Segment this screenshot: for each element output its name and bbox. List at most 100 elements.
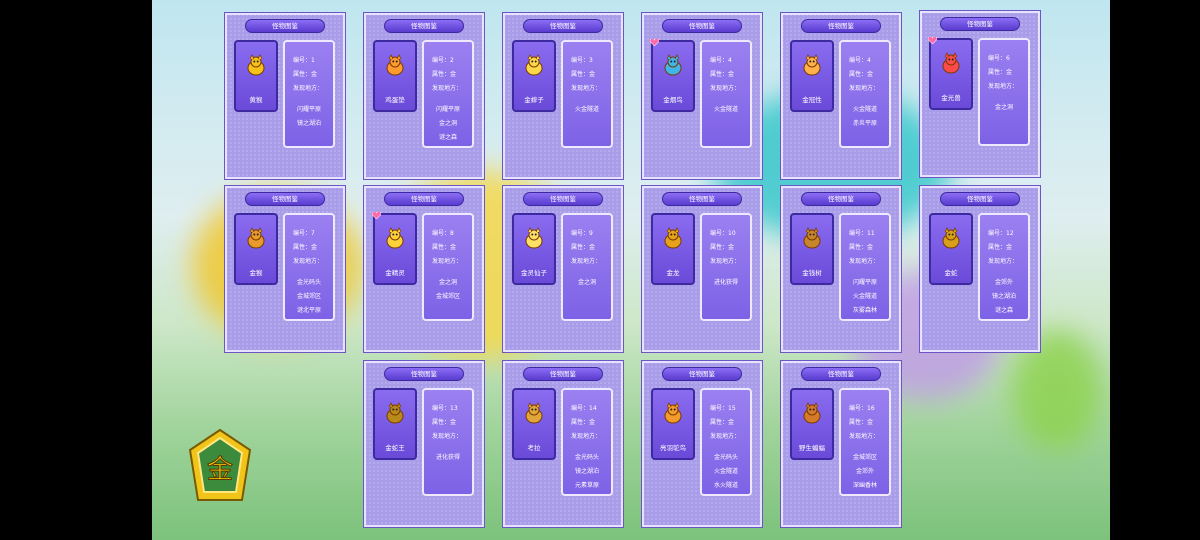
monster-name: 金蛇 bbox=[944, 269, 958, 277]
sprite-gold-fairy-icon bbox=[386, 227, 404, 249]
location-entry: 谜之森 bbox=[994, 307, 1013, 314]
card-header: 怪物图鉴 bbox=[245, 19, 325, 33]
monster-card[interactable]: 怪物图鉴 金冠性 编号：4 属性：金 发现地方： 火金隧道 赤炎平原 bbox=[780, 12, 902, 180]
number-label: 编号： bbox=[432, 57, 451, 64]
monster-card[interactable]: 怪物图鉴 鸡蛋垫 编号：2 属性：金 发现地方： 闪耀平原 金之洞 谜之森 bbox=[363, 12, 485, 180]
attribute-row: 属性：金 bbox=[988, 242, 1012, 251]
card-header: 怪物图鉴 bbox=[940, 192, 1020, 206]
location-label: 发现地方： bbox=[849, 85, 880, 92]
location-label: 发现地方： bbox=[432, 433, 463, 440]
monster-portrait[interactable]: 金烟鸟 bbox=[650, 39, 695, 112]
number-row: 编号：2 bbox=[432, 55, 454, 64]
monster-portrait[interactable]: 金蟀子 bbox=[512, 40, 556, 112]
card-header: 怪物图鉴 bbox=[384, 367, 464, 381]
monster-name: 金灵仙子 bbox=[521, 269, 547, 277]
monster-portrait[interactable]: 金钱树 bbox=[790, 213, 834, 285]
gold-element-badge[interactable]: 金 bbox=[186, 428, 254, 508]
number-row: 编号：14 bbox=[571, 403, 597, 412]
monster-portrait[interactable]: 野生蝙蝠 bbox=[790, 388, 834, 460]
location-label: 发现地方： bbox=[571, 85, 602, 92]
attribute-label: 属性： bbox=[710, 419, 729, 426]
number-label: 编号： bbox=[571, 230, 590, 237]
attribute-row: 属性：金 bbox=[293, 69, 317, 78]
monster-card[interactable]: 怪物图鉴 金灵仙子 编号：9 属性：金 发现地方： 金之洞 bbox=[502, 185, 624, 353]
monster-portrait[interactable]: 金冠性 bbox=[790, 40, 834, 112]
sprite-gold-spirit-fairy-icon bbox=[525, 227, 543, 249]
attribute-label: 属性： bbox=[432, 419, 451, 426]
monster-card[interactable]: 怪物图鉴 金烟鸟 编号：4 属性：金 发现地方： 火金隧道 bbox=[641, 12, 763, 180]
monster-card[interactable]: 怪物图鉴 亮羽鸵鸟 编号：15 属性：金 发现地方： 金光码头 火金隧道 水火隧道 bbox=[641, 360, 763, 528]
card-header: 怪物图鉴 bbox=[384, 192, 464, 206]
monster-card[interactable]: 怪物图鉴 金龙 编号：10 属性：金 发现地方： 进化获得 bbox=[641, 185, 763, 353]
attribute-row: 属性：金 bbox=[710, 242, 734, 251]
monster-card[interactable]: 怪物图鉴 金精灵 编号：8 属性：金 发现地方： 金之洞 金城郊区 bbox=[363, 185, 485, 353]
location-entry: 水火隧道 bbox=[713, 482, 738, 489]
attribute-label: 属性： bbox=[710, 71, 729, 78]
monster-card[interactable]: 怪物图鉴 金蛇王 编号：13 属性：金 发现地方： 进化获得 bbox=[363, 360, 485, 528]
monster-portrait[interactable]: 金蛇 bbox=[929, 213, 973, 285]
location-label: 发现地方： bbox=[571, 433, 602, 440]
monster-card[interactable]: 怪物图鉴 金蟀子 编号：3 属性：金 发现地方： 火金隧道 bbox=[502, 12, 624, 180]
monster-card[interactable]: 怪物图鉴 考拉 编号：14 属性：金 发现地方： 金光码头 镜之湖泊 元素草原 bbox=[502, 360, 624, 528]
number-row: 编号：1 bbox=[293, 55, 315, 64]
number-row: 编号：16 bbox=[849, 403, 875, 412]
location-entry: 火金隧道 bbox=[852, 106, 877, 113]
card-header: 怪物图鉴 bbox=[245, 192, 325, 206]
attribute-label: 属性： bbox=[988, 244, 1007, 251]
number-label: 编号： bbox=[710, 405, 729, 412]
number-row: 编号：3 bbox=[571, 55, 593, 64]
monster-card[interactable]: 怪物图鉴 金光兽 编号：6 属性：金 发现地方： 金之洞 bbox=[919, 10, 1041, 178]
monster-portrait[interactable]: 考拉 bbox=[512, 388, 556, 460]
sprite-gold-crown-icon bbox=[803, 54, 821, 76]
number-row: 编号：13 bbox=[432, 403, 458, 412]
monster-portrait[interactable]: 金精灵 bbox=[372, 212, 417, 285]
sprite-wild-bat-icon bbox=[803, 402, 821, 424]
number-value: 14 bbox=[589, 405, 597, 412]
location-entry: 进化获得 bbox=[713, 279, 738, 286]
location-entry: 赤炎平原 bbox=[852, 120, 877, 127]
attribute-value: 金 bbox=[450, 71, 457, 78]
monster-portrait[interactable]: 黄猴 bbox=[234, 40, 278, 112]
location-entry: 火金隧道 bbox=[574, 106, 599, 113]
attribute-label: 属性： bbox=[988, 69, 1007, 76]
monster-card[interactable]: 怪物图鉴 野生蝙蝠 编号：16 属性：金 发现地方： 金城郊区 金郊外 深幽香林 bbox=[780, 360, 902, 528]
monster-info-panel: 编号：9 属性：金 发现地方： 金之洞 bbox=[561, 213, 613, 321]
monster-portrait[interactable]: 亮羽鸵鸟 bbox=[651, 388, 695, 460]
monster-info-panel: 编号：11 属性：金 发现地方： 闪耀平原 火金隧道 灰雾森林 bbox=[839, 213, 891, 321]
monster-name: 考拉 bbox=[527, 444, 541, 452]
attribute-value: 金 bbox=[450, 419, 457, 426]
monster-portrait[interactable]: 金光兽 bbox=[928, 37, 973, 110]
attribute-row: 属性：金 bbox=[571, 69, 595, 78]
monster-card[interactable]: 怪物图鉴 金猴 编号：7 属性：金 发现地方： 金光码头 金城郊区 谜北平原 bbox=[224, 185, 346, 353]
attribute-label: 属性： bbox=[293, 244, 312, 251]
attribute-value: 金 bbox=[450, 244, 457, 251]
monster-portrait[interactable]: 金蛇王 bbox=[373, 388, 417, 460]
sprite-koala-icon bbox=[525, 402, 543, 424]
number-row: 编号：6 bbox=[988, 53, 1010, 62]
location-label: 发现地方： bbox=[710, 433, 741, 440]
sprite-gold-cricket-icon bbox=[525, 54, 543, 76]
monster-portrait[interactable]: 鸡蛋垫 bbox=[373, 40, 417, 112]
card-header: 怪物图鉴 bbox=[523, 19, 603, 33]
number-row: 编号：7 bbox=[293, 228, 315, 237]
sprite-gold-dragon-icon bbox=[664, 227, 682, 249]
number-row: 编号：9 bbox=[571, 228, 593, 237]
number-value: 3 bbox=[589, 57, 593, 64]
number-label: 编号： bbox=[849, 230, 868, 237]
number-value: 9 bbox=[589, 230, 593, 237]
monster-card[interactable]: 怪物图鉴 金蛇 编号：12 属性：金 发现地方： 金郊外 镜之湖泊 谜之森 bbox=[919, 185, 1041, 353]
number-value: 10 bbox=[728, 230, 736, 237]
number-label: 编号： bbox=[710, 230, 729, 237]
number-label: 编号： bbox=[293, 57, 312, 64]
monster-portrait[interactable]: 金灵仙子 bbox=[512, 213, 556, 285]
monster-card[interactable]: 怪物图鉴 金钱树 编号：11 属性：金 发现地方： 闪耀平原 火金隧道 灰雾森林 bbox=[780, 185, 902, 353]
monster-card[interactable]: 怪物图鉴 黄猴 编号：1 属性：金 发现地方： 闪耀平原 镜之湖泊 bbox=[224, 12, 346, 180]
monster-info-panel: 编号：10 属性：金 发现地方： 进化获得 bbox=[700, 213, 752, 321]
heart-icon bbox=[928, 37, 937, 44]
monster-portrait[interactable]: 金龙 bbox=[651, 213, 695, 285]
monster-portrait[interactable]: 金猴 bbox=[234, 213, 278, 285]
card-header: 怪物图鉴 bbox=[801, 192, 881, 206]
attribute-value: 金 bbox=[589, 244, 596, 251]
number-label: 编号： bbox=[988, 55, 1007, 62]
